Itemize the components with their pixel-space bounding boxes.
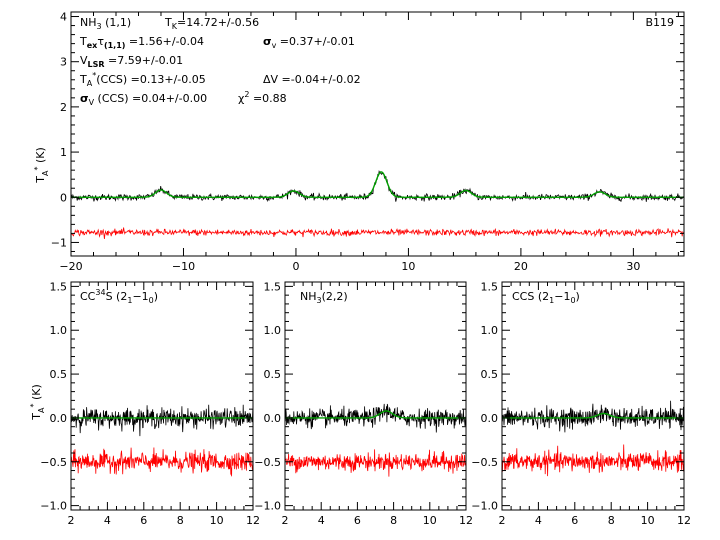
x-tick-label: 6: [354, 514, 361, 527]
x-tick-label: 30: [626, 260, 640, 273]
x-tick-label: 10: [641, 514, 655, 527]
y-tick-label: 1: [60, 146, 67, 159]
ann-sigma-v-ccs: σV (CCS) =0.04+/-0.00: [80, 92, 207, 107]
series-residual-line: [71, 447, 253, 477]
x-tick-label: 2: [499, 514, 506, 527]
y-tick-label: 2: [60, 101, 67, 114]
series-residual-line: [502, 444, 684, 477]
y-tick-label: 1.5: [264, 280, 282, 293]
series-spectrum-line: [502, 400, 684, 433]
y-tick-label: 1.5: [481, 280, 499, 293]
x-tick-label: 12: [246, 514, 260, 527]
series-model-fit-line: [502, 412, 684, 419]
ann-nh3-22: NH3(2,2): [300, 290, 348, 305]
ann-ccs: CCS (21−10): [512, 290, 580, 305]
y-tick-label: 0.0: [264, 412, 282, 425]
y-tick-label: −1.0: [471, 500, 498, 513]
y-tick-label: −1.0: [40, 500, 67, 513]
x-tick-label: 4: [535, 514, 542, 527]
y-tick-label: 4: [60, 11, 67, 24]
ann-chi2: χ2 =0.88: [238, 90, 287, 105]
x-tick-label: 6: [571, 514, 578, 527]
series-residual-line: [285, 449, 466, 477]
ann-tex-tau: Texτ(1,1) =1.56+/-0.04: [79, 35, 204, 50]
y-tick-label: 1.0: [264, 324, 282, 337]
ann-ta-ccs: TA*(CCS) =0.13+/-0.05: [79, 71, 206, 88]
x-tick-label: −10: [172, 260, 195, 273]
y-tick-label: −1: [51, 236, 67, 249]
y-tick-label: 0.0: [481, 412, 499, 425]
bottom-right-panel: 2 4 6 8 10 12 −1.0 −0.5 0.0 0.5 1.0 1.5 CCS (21−10): [471, 280, 691, 527]
y-tick-label: 0.0: [50, 412, 68, 425]
bottom-left-panel-frame: [70, 281, 254, 511]
top-panel-frame: [70, 11, 685, 257]
y-tick-label: 0: [60, 191, 67, 204]
y-tick-label: −1.0: [254, 500, 281, 513]
bottom-middle-panel: 2 4 6 8 10 12 −1.0 −0.5 0.0 0.5 1.0 1.5 NH3(2,2): [254, 280, 473, 527]
x-tick-label: 4: [104, 514, 111, 527]
x-tick-label: 2: [282, 514, 289, 527]
source-label: B119: [645, 16, 674, 29]
y-tick-label: 0.5: [264, 368, 282, 381]
ann-nh3-11: NH3 (1,1): [80, 16, 131, 31]
series-model-fit-line: [285, 410, 466, 419]
series-spectrum-line: [71, 404, 253, 437]
y-tick-label: 3: [60, 56, 67, 69]
x-tick-label: 2: [68, 514, 75, 527]
series-residual-line: [71, 227, 684, 239]
y-tick-label: 1.0: [481, 324, 499, 337]
top-y-axis-label: TA* (K): [33, 147, 50, 184]
x-tick-label: 10: [401, 260, 415, 273]
bottom-right-panel-frame: [501, 281, 685, 511]
x-tick-label: 6: [140, 514, 147, 527]
y-tick-label: −0.5: [40, 456, 67, 469]
series-spectrum-line: [71, 169, 684, 203]
y-tick-label: 1.5: [50, 280, 68, 293]
y-tick-label: 0.5: [481, 368, 499, 381]
x-tick-label: 12: [677, 514, 691, 527]
x-tick-label: 0: [292, 260, 299, 273]
bottom-y-axis-label: TA* (K): [29, 384, 46, 421]
x-tick-label: 8: [608, 514, 615, 527]
y-tick-label: 1.0: [50, 324, 68, 337]
ann-tk: TK=14.72+/-0.56: [164, 16, 259, 31]
x-tick-label: 20: [514, 260, 528, 273]
bottom-middle-panel-frame: [284, 281, 467, 511]
x-tick-label: 10: [423, 514, 437, 527]
ann-vlsr: VLSR =7.59+/-0.01: [80, 54, 183, 69]
bottom-left-panel: 2 4 6 8 10 12 −1.0 −0.5 0.0 0.5 1.0 1.5 TA* (K) CC3…: [29, 280, 260, 527]
series-model-fit-line: [71, 171, 684, 199]
x-tick-label: −20: [59, 260, 82, 273]
x-tick-label: 4: [318, 514, 325, 527]
ann-cc34s: CC34S (21−10): [80, 288, 158, 305]
x-tick-label: 8: [390, 514, 397, 527]
x-tick-label: 10: [210, 514, 224, 527]
x-tick-label: 8: [177, 514, 184, 527]
y-tick-label: 0.5: [50, 368, 68, 381]
y-tick-label: −0.5: [254, 456, 281, 469]
ann-delta-v: ΔV =-0.04+/-0.02: [263, 73, 361, 86]
x-tick-label: 12: [459, 514, 473, 527]
y-tick-label: −0.5: [471, 456, 498, 469]
ann-sigma-v: σv =0.37+/-0.01: [263, 35, 355, 50]
